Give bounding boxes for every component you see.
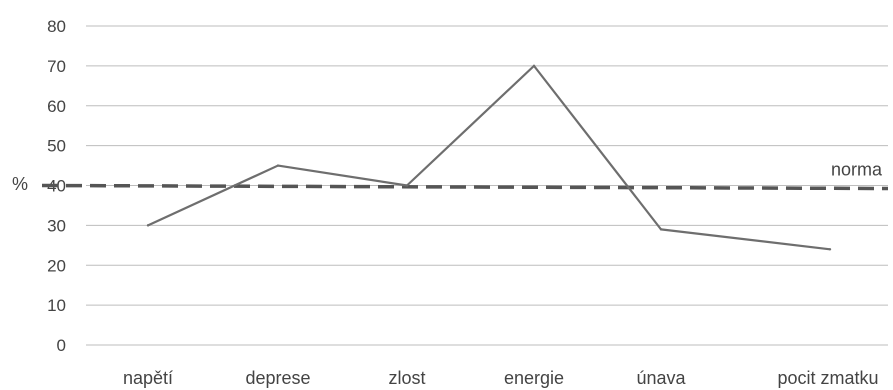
y-tick-label: 20 (47, 256, 66, 275)
x-category-label: únava (636, 368, 686, 388)
data-point (405, 184, 409, 187)
x-category-label: pocit zmatku (777, 368, 878, 388)
x-axis-category-labels: napětí deprese zlost energie únava pocit zmat… (123, 368, 879, 388)
data-point (659, 228, 663, 231)
data-point (146, 224, 150, 227)
y-tick-label: 80 (47, 17, 66, 36)
x-category-label: deprese (245, 368, 310, 388)
y-tick-label: 70 (47, 57, 66, 76)
y-tick-label: 60 (47, 97, 66, 116)
norma-reference-line (41, 183, 889, 191)
y-tick-label: 0 (57, 336, 66, 355)
x-category-label: napětí (123, 368, 173, 388)
data-point (532, 64, 536, 68)
data-point (276, 164, 280, 167)
y-tick-label: 30 (47, 216, 66, 235)
y-axis-label: % (12, 174, 28, 194)
series-line-0 (147, 64, 831, 251)
norma-reference-label: norma (831, 160, 883, 180)
y-tick-label: 50 (47, 137, 66, 156)
x-category-label: energie (504, 368, 564, 388)
data-series (146, 64, 832, 251)
data-point (828, 248, 832, 251)
y-tick-label: 10 (47, 296, 66, 315)
x-category-label: zlost (388, 368, 425, 388)
reference-line-group: norma (41, 160, 889, 191)
